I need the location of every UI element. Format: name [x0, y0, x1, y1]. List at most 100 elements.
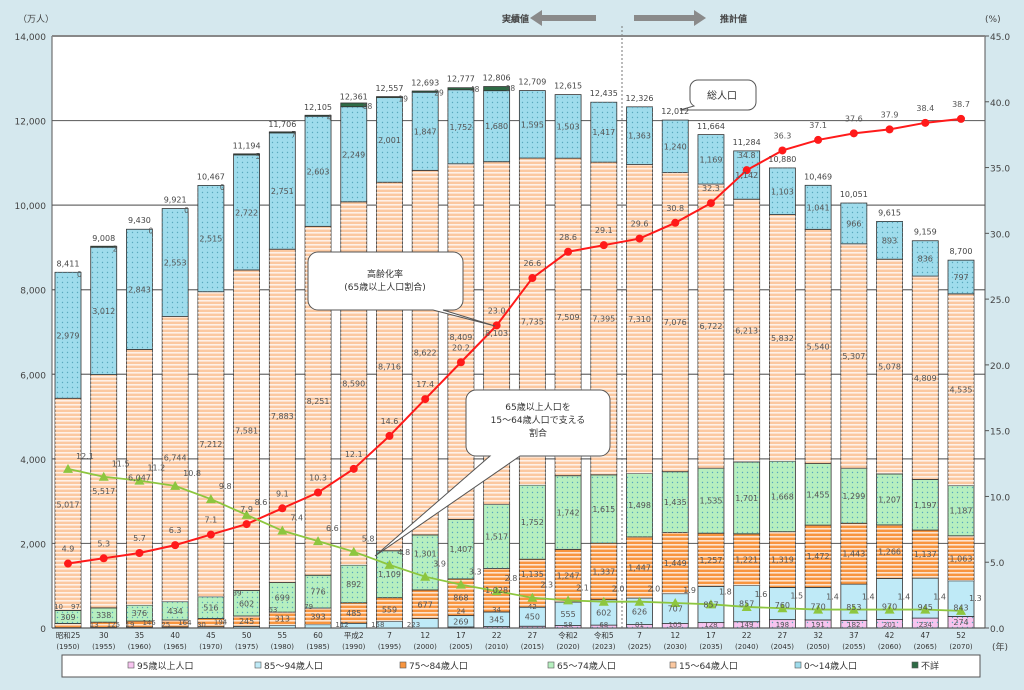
segment-value-label: 836	[918, 254, 933, 263]
line-value-label: 2.0	[612, 585, 625, 594]
total-label: 11,194	[233, 142, 261, 151]
bar-segment-pattern	[733, 199, 760, 462]
x-year-label: (2045)	[771, 643, 795, 651]
bar-segment-pattern	[626, 536, 653, 599]
x-year-label: (2070)	[949, 643, 973, 651]
segment-value-label: 8,622	[414, 349, 437, 358]
bar-segment	[447, 87, 475, 91]
line-value-label: 2.1	[576, 583, 589, 592]
total-label: 8,700	[950, 247, 973, 256]
x-year-label: (2040)	[735, 643, 759, 651]
total-label: 12,615	[554, 82, 582, 91]
x-axis-unit: (年)	[992, 641, 1008, 653]
bar-segment-pattern	[912, 530, 939, 579]
segment-value-label: 48	[470, 85, 480, 94]
bar-segment-pattern	[876, 473, 903, 525]
segment-value-label: 1,742	[557, 509, 580, 518]
line-value-label: 7.9	[240, 505, 253, 514]
segment-value-label: 1,266	[878, 548, 901, 557]
total-label: 8,411	[57, 259, 80, 268]
line-value-label: 38.4	[916, 104, 934, 113]
segment-value-label: 434	[168, 607, 183, 616]
x-tick-label: 42	[885, 631, 895, 640]
line-marker	[671, 218, 680, 227]
segment-value-label: 34	[492, 606, 501, 614]
bar-segment-pattern	[269, 132, 296, 250]
left-tick-label: 8,000	[20, 287, 46, 297]
total-label: 9,430	[128, 216, 151, 225]
x-tick-label: 27	[528, 631, 538, 640]
bar-segment-pattern	[340, 106, 367, 202]
line-marker	[98, 471, 109, 481]
line-marker	[741, 601, 752, 611]
segment-value-label: 1,041	[807, 203, 830, 212]
line-marker	[205, 494, 216, 504]
line-value-label: 2.0	[648, 585, 661, 594]
bar-segment-pattern	[948, 616, 974, 628]
bar-segment-pattern	[626, 624, 653, 628]
line-value-label: 23.0	[488, 306, 506, 315]
segment-value-label: 10	[54, 603, 63, 611]
line-value-label: 32.3	[702, 184, 720, 193]
bar-segment-pattern	[697, 533, 724, 587]
left-tick-label: 4,000	[20, 456, 46, 466]
line-value-label: 1.8	[719, 587, 732, 596]
segment-value-label: 1,319	[771, 556, 794, 565]
right-tick-label: 20.0	[990, 362, 1010, 372]
segment-value-label: 376	[132, 609, 147, 618]
line-marker	[492, 321, 501, 330]
segment-value-label: 158	[371, 621, 384, 629]
segment-value-label: 79	[304, 603, 313, 611]
right-tick-label: 30.0	[990, 230, 1010, 240]
bar-segment-pattern	[55, 623, 81, 628]
bar-segment-pattern	[305, 116, 332, 227]
x-year-label: (2060)	[878, 643, 902, 651]
legend-swatch	[547, 661, 555, 669]
left-tick-label: 14,000	[15, 33, 47, 43]
segment-value-label: 1,142	[735, 171, 758, 180]
line-marker	[956, 605, 966, 615]
segment-value-label: 853	[846, 603, 861, 612]
segment-value-label: 2,603	[307, 167, 330, 176]
bar-segment-pattern	[733, 621, 760, 628]
segment-value-label: 274	[953, 618, 968, 627]
segment-value-label: 4,535	[950, 386, 973, 395]
bar-segment	[340, 102, 368, 108]
x-tick-label: 52	[956, 631, 966, 640]
bar-segment-pattern	[447, 163, 474, 520]
line-value-label: 38.7	[952, 100, 970, 109]
right-tick-label: 15.0	[990, 428, 1010, 438]
segment-value-label: 1,363	[628, 132, 651, 141]
callout-text: 15～64歳人口で支える	[491, 414, 586, 426]
x-tick-label: 37	[849, 631, 859, 640]
bar-segment-pattern	[376, 182, 403, 551]
bar-segment-pattern	[55, 610, 81, 624]
line-value-label: 30.8	[666, 204, 684, 213]
segment-value-label: 1,668	[771, 492, 794, 501]
segment-value-label: 602	[596, 608, 611, 617]
bar-segment-pattern	[197, 291, 224, 597]
segment-value-label: 707	[668, 605, 683, 614]
x-year-label: (1970)	[199, 643, 223, 651]
segment-value-label: 128	[704, 621, 717, 629]
segment-value-label: 1,240	[664, 142, 687, 151]
line-value-label: 6.3	[169, 526, 182, 535]
line-marker	[206, 530, 215, 539]
x-year-label: (1960)	[128, 643, 152, 651]
segment-value-label: 776	[310, 588, 325, 597]
bar-segment-pattern	[697, 622, 724, 628]
line-value-label: 3.3	[469, 568, 482, 577]
bar-segment-pattern	[590, 625, 617, 628]
total-label: 11,664	[697, 122, 725, 131]
x-year-label: (2025)	[628, 643, 652, 651]
line-value-label: 9.1	[276, 489, 289, 498]
arrow-right-icon	[634, 10, 706, 26]
line-value-label: 14.6	[381, 417, 399, 426]
right-tick-label: 10.0	[990, 493, 1010, 503]
line-marker	[706, 199, 715, 208]
bar-segment-pattern	[90, 607, 117, 623]
line-value-label: 1.6	[755, 590, 768, 599]
segment-value-label: 7,735	[521, 318, 544, 327]
line-marker	[241, 509, 252, 519]
line-value-label: 1.9	[683, 586, 696, 595]
